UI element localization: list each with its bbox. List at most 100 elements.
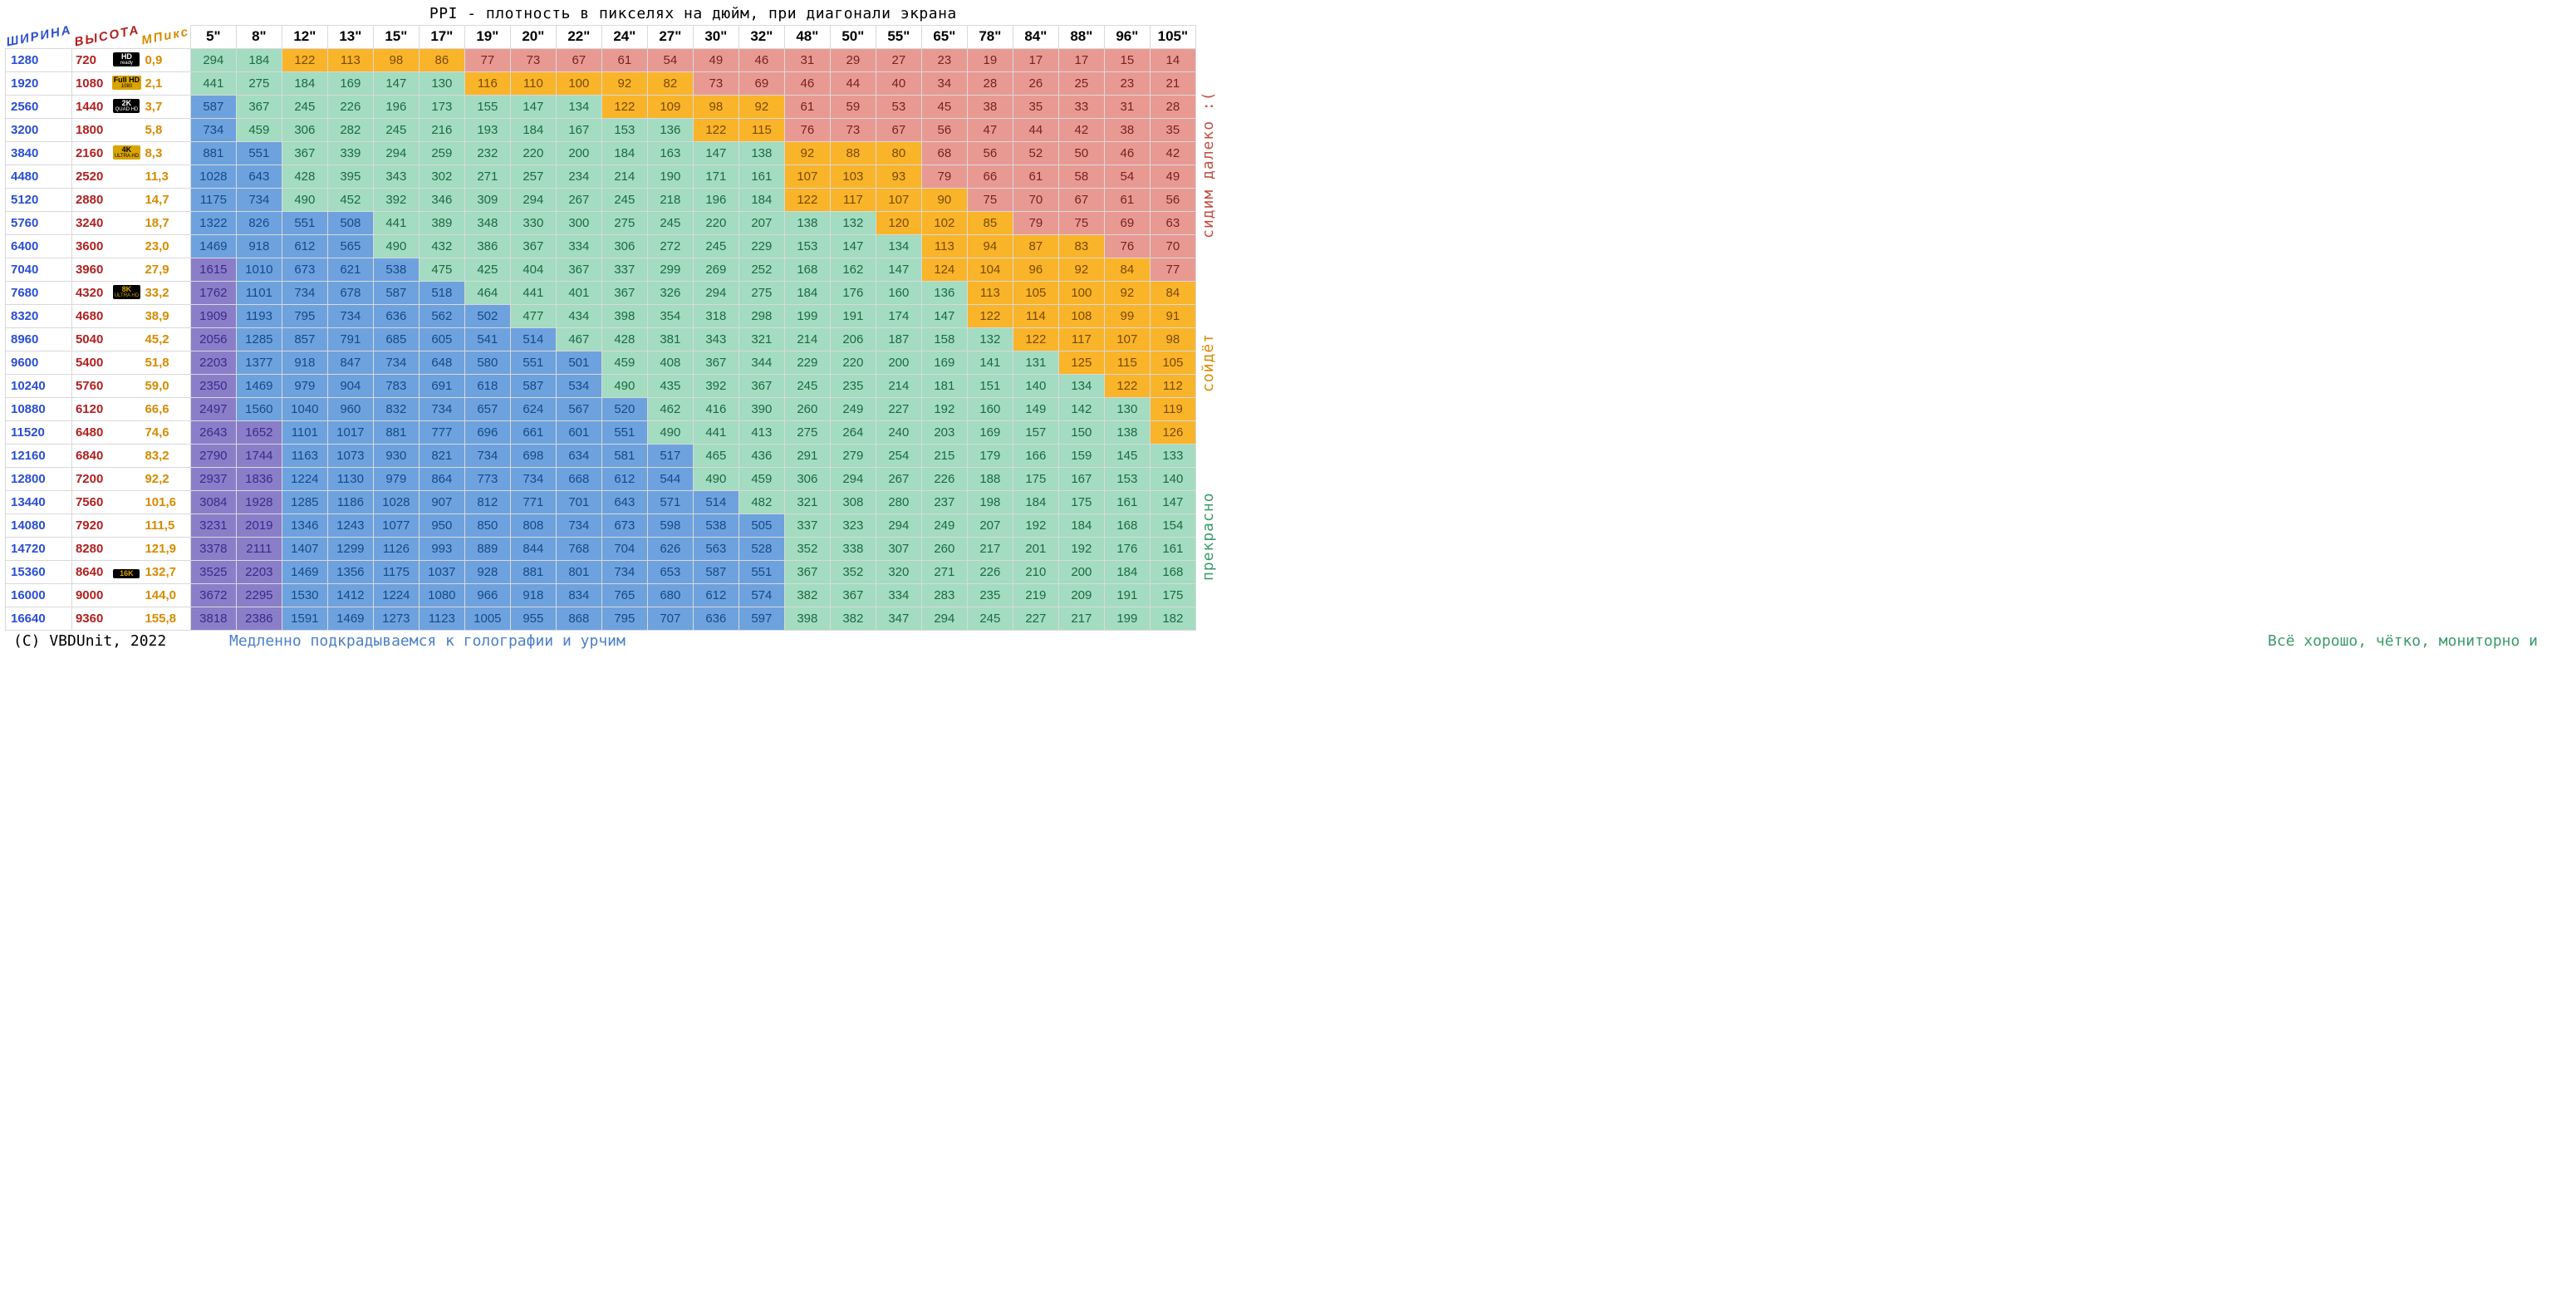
- ppi-cell: 282: [327, 118, 373, 141]
- ppi-cell: 587: [693, 560, 738, 583]
- ppi-cell: 40: [876, 71, 921, 95]
- ppi-cell: 100: [556, 71, 601, 95]
- ppi-cell: 514: [693, 490, 738, 513]
- ppi-cell: 192: [1013, 513, 1058, 537]
- ppi-cell: 482: [738, 490, 784, 513]
- mpix-cell: 14,7: [141, 188, 190, 211]
- ppi-cell: 1163: [282, 444, 327, 467]
- mpix-cell: 33,2: [141, 281, 190, 304]
- ppi-cell: 86: [419, 48, 464, 71]
- ppi-cell: 21: [1150, 71, 1195, 95]
- ppi-cell: 188: [967, 467, 1013, 490]
- ppi-cell: 33: [1058, 95, 1104, 118]
- ppi-cell: 184: [510, 118, 556, 141]
- table-row: 15360864016K132,735252203146913561175103…: [6, 560, 1196, 583]
- ppi-cell: 1101: [236, 281, 282, 304]
- ppi-cell: 176: [1104, 537, 1150, 560]
- width-cell: 16000: [6, 583, 72, 607]
- ppi-cell: 475: [419, 258, 464, 281]
- ppi-cell: 69: [1104, 211, 1150, 234]
- ppi-cell: 245: [601, 188, 647, 211]
- ppi-cell: 272: [647, 234, 693, 258]
- mpix-cell: 66,6: [141, 397, 190, 420]
- ppi-cell: 668: [556, 467, 601, 490]
- width-cell: 7680: [6, 281, 72, 304]
- ppi-cell: 35: [1013, 95, 1058, 118]
- ppi-cell: 1224: [282, 467, 327, 490]
- ppi-cell: 171: [693, 165, 738, 188]
- ppi-cell: 704: [601, 537, 647, 560]
- ppi-cell: 1469: [282, 560, 327, 583]
- badge-cell: [111, 397, 141, 420]
- height-cell: 8280: [71, 537, 111, 560]
- ppi-cell: 2790: [190, 444, 236, 467]
- ppi-cell: 520: [601, 397, 647, 420]
- ppi-cell: 113: [327, 48, 373, 71]
- ppi-cell: 163: [647, 141, 693, 165]
- ppi-cell: 367: [693, 351, 738, 374]
- ppi-cell: 155: [464, 95, 510, 118]
- ppi-cell: 154: [1150, 513, 1195, 537]
- ppi-cell: 175: [1058, 490, 1104, 513]
- copyright: (C) VBDUnit, 2022: [5, 632, 221, 650]
- footer: (C) VBDUnit, 2022 Медленно подкрадываемс…: [5, 632, 2571, 650]
- height-cell: 6120: [71, 397, 111, 420]
- ppi-cell: 960: [327, 397, 373, 420]
- ppi-cell: 490: [693, 467, 738, 490]
- ppi-cell: 46: [1104, 141, 1150, 165]
- table-row: 160009000144,036722295153014121224108096…: [6, 583, 1196, 607]
- ppi-cell: 624: [510, 397, 556, 420]
- table-row: 12800720092,2293718361224113097986477373…: [6, 467, 1196, 490]
- ppi-cell: 269: [693, 258, 738, 281]
- ppi-cell: 1073: [327, 444, 373, 467]
- ppi-cell: 621: [327, 258, 373, 281]
- ppi-cell: 707: [647, 607, 693, 630]
- width-cell: 8320: [6, 304, 72, 327]
- vlabel-red: сидим далеко :(: [1200, 48, 1224, 281]
- ppi-cell: 904: [327, 374, 373, 397]
- height-cell: 6840: [71, 444, 111, 467]
- ppi-cell: 267: [876, 467, 921, 490]
- ppi-cell: 47: [967, 118, 1013, 141]
- ppi-cell: 306: [784, 467, 830, 490]
- col-header-7: 20": [510, 25, 556, 48]
- ppi-cell: 2111: [236, 537, 282, 560]
- table-row: 320018005,873445930628224521619318416715…: [6, 118, 1196, 141]
- ppi-cell: 17: [1058, 48, 1104, 71]
- ppi-cell: 551: [236, 141, 282, 165]
- ppi-cell: 881: [373, 420, 419, 444]
- ppi-cell: 643: [601, 490, 647, 513]
- ppi-cell: 634: [556, 444, 601, 467]
- ppi-cell: 3231: [190, 513, 236, 537]
- ppi-cell: 15: [1104, 48, 1150, 71]
- ppi-cell: 826: [236, 211, 282, 234]
- ppi-cell: 31: [784, 48, 830, 71]
- ppi-cell: 114: [1013, 304, 1058, 327]
- ppi-cell: 2203: [236, 560, 282, 583]
- ppi-cell: 240: [876, 420, 921, 444]
- ppi-cell: 580: [464, 351, 510, 374]
- ppi-cell: 54: [647, 48, 693, 71]
- ppi-cell: 505: [738, 513, 784, 537]
- ppi-cell: 918: [236, 234, 282, 258]
- badge-cell: [111, 258, 141, 281]
- badge-cell: [111, 327, 141, 351]
- ppi-cell: 428: [601, 327, 647, 351]
- width-cell: 5760: [6, 211, 72, 234]
- ppi-cell: 298: [738, 304, 784, 327]
- ppi-cell: 626: [647, 537, 693, 560]
- ppi-cell: 235: [967, 583, 1013, 607]
- table-row: 10880612066,6249715601040960832734657624…: [6, 397, 1196, 420]
- mpix-cell: 83,2: [141, 444, 190, 467]
- ppi-cell: 808: [510, 513, 556, 537]
- ppi-cell: 99: [1104, 304, 1150, 327]
- ppi-cell: 70: [1013, 188, 1058, 211]
- ppi-cell: 408: [647, 351, 693, 374]
- ppi-cell: 587: [373, 281, 419, 304]
- ppi-cell: 636: [373, 304, 419, 327]
- ppi-cell: 928: [464, 560, 510, 583]
- vlabel-orange: сойдёт: [1200, 281, 1224, 444]
- ppi-cell: 150: [1058, 420, 1104, 444]
- ppi-cell: 701: [556, 490, 601, 513]
- ppi-cell: 283: [921, 583, 967, 607]
